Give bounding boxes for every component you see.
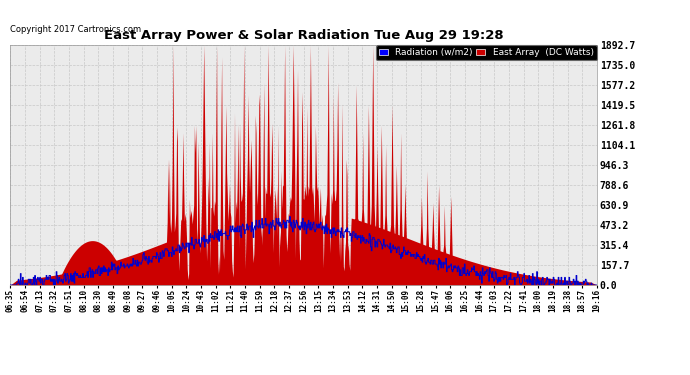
Title: East Array Power & Solar Radiation Tue Aug 29 19:28: East Array Power & Solar Radiation Tue A… [104, 30, 504, 42]
Legend: Radiation (w/m2), East Array  (DC Watts): Radiation (w/m2), East Array (DC Watts) [376, 45, 597, 60]
Text: Copyright 2017 Cartronics.com: Copyright 2017 Cartronics.com [10, 25, 141, 34]
